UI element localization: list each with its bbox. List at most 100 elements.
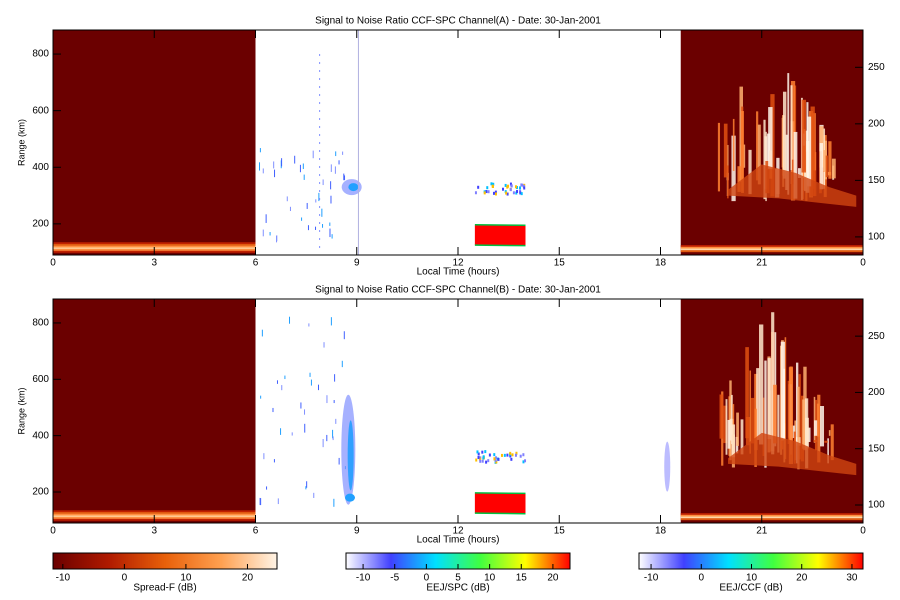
spread-f-plume [764, 360, 767, 468]
spread-f-plume [731, 394, 733, 445]
colorbar-tick-label: -10 [56, 573, 71, 584]
spread-f-plume [756, 368, 760, 440]
echo-dot [509, 182, 512, 186]
spread-f-block [53, 30, 256, 255]
spread-f-base [728, 432, 857, 476]
echo-dot [492, 191, 495, 195]
echo-dot [514, 453, 517, 457]
x-tick-label: 6 [253, 526, 259, 537]
y2-tick-label: 100 [868, 500, 885, 511]
spread-f-plume [813, 396, 816, 443]
x-tick-label: 9 [354, 258, 360, 269]
spread-f-plume [780, 341, 785, 439]
echo-dot [303, 174, 305, 180]
echo-dot [299, 164, 301, 173]
echo-dot [504, 183, 507, 187]
spread-f-plume [827, 438, 829, 464]
echo-dot [488, 453, 491, 457]
spread-f-plume [759, 324, 764, 445]
echo-dot [485, 190, 488, 194]
echo-dot [333, 400, 335, 404]
spread-f-plume [828, 141, 832, 179]
x-tick-label: 21 [756, 526, 768, 537]
x-tick-label: 12 [452, 526, 464, 537]
spread-f-plume [814, 420, 818, 436]
echo-dot [309, 372, 311, 377]
echo-dot [509, 454, 512, 458]
echo-dot [474, 191, 477, 195]
echo-dot [495, 460, 498, 464]
echo-dot [300, 402, 302, 409]
echo-dot [512, 191, 515, 195]
colorbar [638, 552, 864, 570]
echo-dot [318, 192, 320, 202]
echo-dot [342, 151, 344, 155]
low-echo [680, 245, 863, 248]
echo-dot [294, 155, 296, 164]
echo-dot [510, 184, 513, 188]
echo-dot [506, 185, 509, 189]
colorbar [52, 552, 278, 570]
chart-title: Signal to Noise Ratio CCF-SPC Channel(A)… [315, 16, 601, 27]
spread-f-plume [803, 366, 807, 451]
echo-blob [664, 441, 671, 492]
low-echo [680, 518, 863, 521]
spread-f-plume [798, 374, 801, 460]
low-echo [53, 242, 256, 245]
echo-dot [289, 206, 291, 212]
echo-dot [506, 453, 509, 457]
colorbar-label: Spread-F (dB) [133, 583, 196, 594]
echo-dot [326, 434, 328, 442]
low-echo [680, 513, 863, 516]
spread-f-plume [767, 358, 772, 440]
x-tick-label: 3 [151, 258, 157, 269]
echo-dot [520, 192, 523, 196]
spread-f-plume [741, 111, 744, 193]
echo-dot [478, 457, 481, 461]
colorbar-tick-label: 15 [516, 573, 528, 584]
colorbar-tick-label: 5 [455, 573, 461, 584]
echo-dot [522, 184, 525, 188]
x-axis-label: Local Time (hours) [417, 267, 500, 278]
echo-dot [338, 160, 340, 165]
spread-f-plume [822, 170, 825, 189]
echo-dot [516, 190, 519, 194]
panel: Signal to Noise Ratio CCF-SPC Channel(B)… [16, 285, 885, 546]
echo-dot [262, 229, 264, 237]
echo-dot [515, 186, 518, 190]
spread-f-plume [719, 394, 724, 439]
spread-f-plume [749, 370, 751, 454]
spread-f-plume [824, 440, 828, 443]
spread-f-plume [777, 394, 780, 453]
spread-f-plume [763, 119, 766, 200]
low-echo [53, 512, 256, 515]
echo-dot [494, 456, 497, 460]
echo-dot [493, 457, 496, 461]
x-tick-label: 6 [253, 258, 259, 269]
spread-f-plume [797, 168, 801, 178]
echo-dot [482, 456, 485, 460]
echo-dot [334, 166, 336, 174]
echo-dot [509, 451, 512, 455]
colorbar-tick-label: -10 [644, 573, 659, 584]
echo-dot [322, 179, 324, 186]
echo-dot [481, 450, 484, 454]
colorbar-tick-label: 20 [242, 573, 254, 584]
echo-dot [338, 457, 340, 465]
x-tick-label: 3 [151, 526, 157, 537]
echo-dot [510, 457, 513, 461]
eej-edge [474, 223, 526, 227]
echo-dot [493, 453, 496, 457]
spread-f-plume [717, 122, 721, 192]
echo-dot [273, 161, 275, 169]
echo-dot [515, 451, 518, 455]
y-tick-label: 800 [32, 318, 49, 329]
y-tick-label: 600 [32, 105, 49, 116]
low-echo [680, 248, 863, 251]
echo-dot [281, 385, 283, 391]
echo-dot [330, 164, 332, 172]
low-echo [53, 243, 256, 246]
spread-f-plume [740, 419, 744, 455]
echo-dot [494, 192, 497, 196]
echo-dot [475, 458, 478, 462]
